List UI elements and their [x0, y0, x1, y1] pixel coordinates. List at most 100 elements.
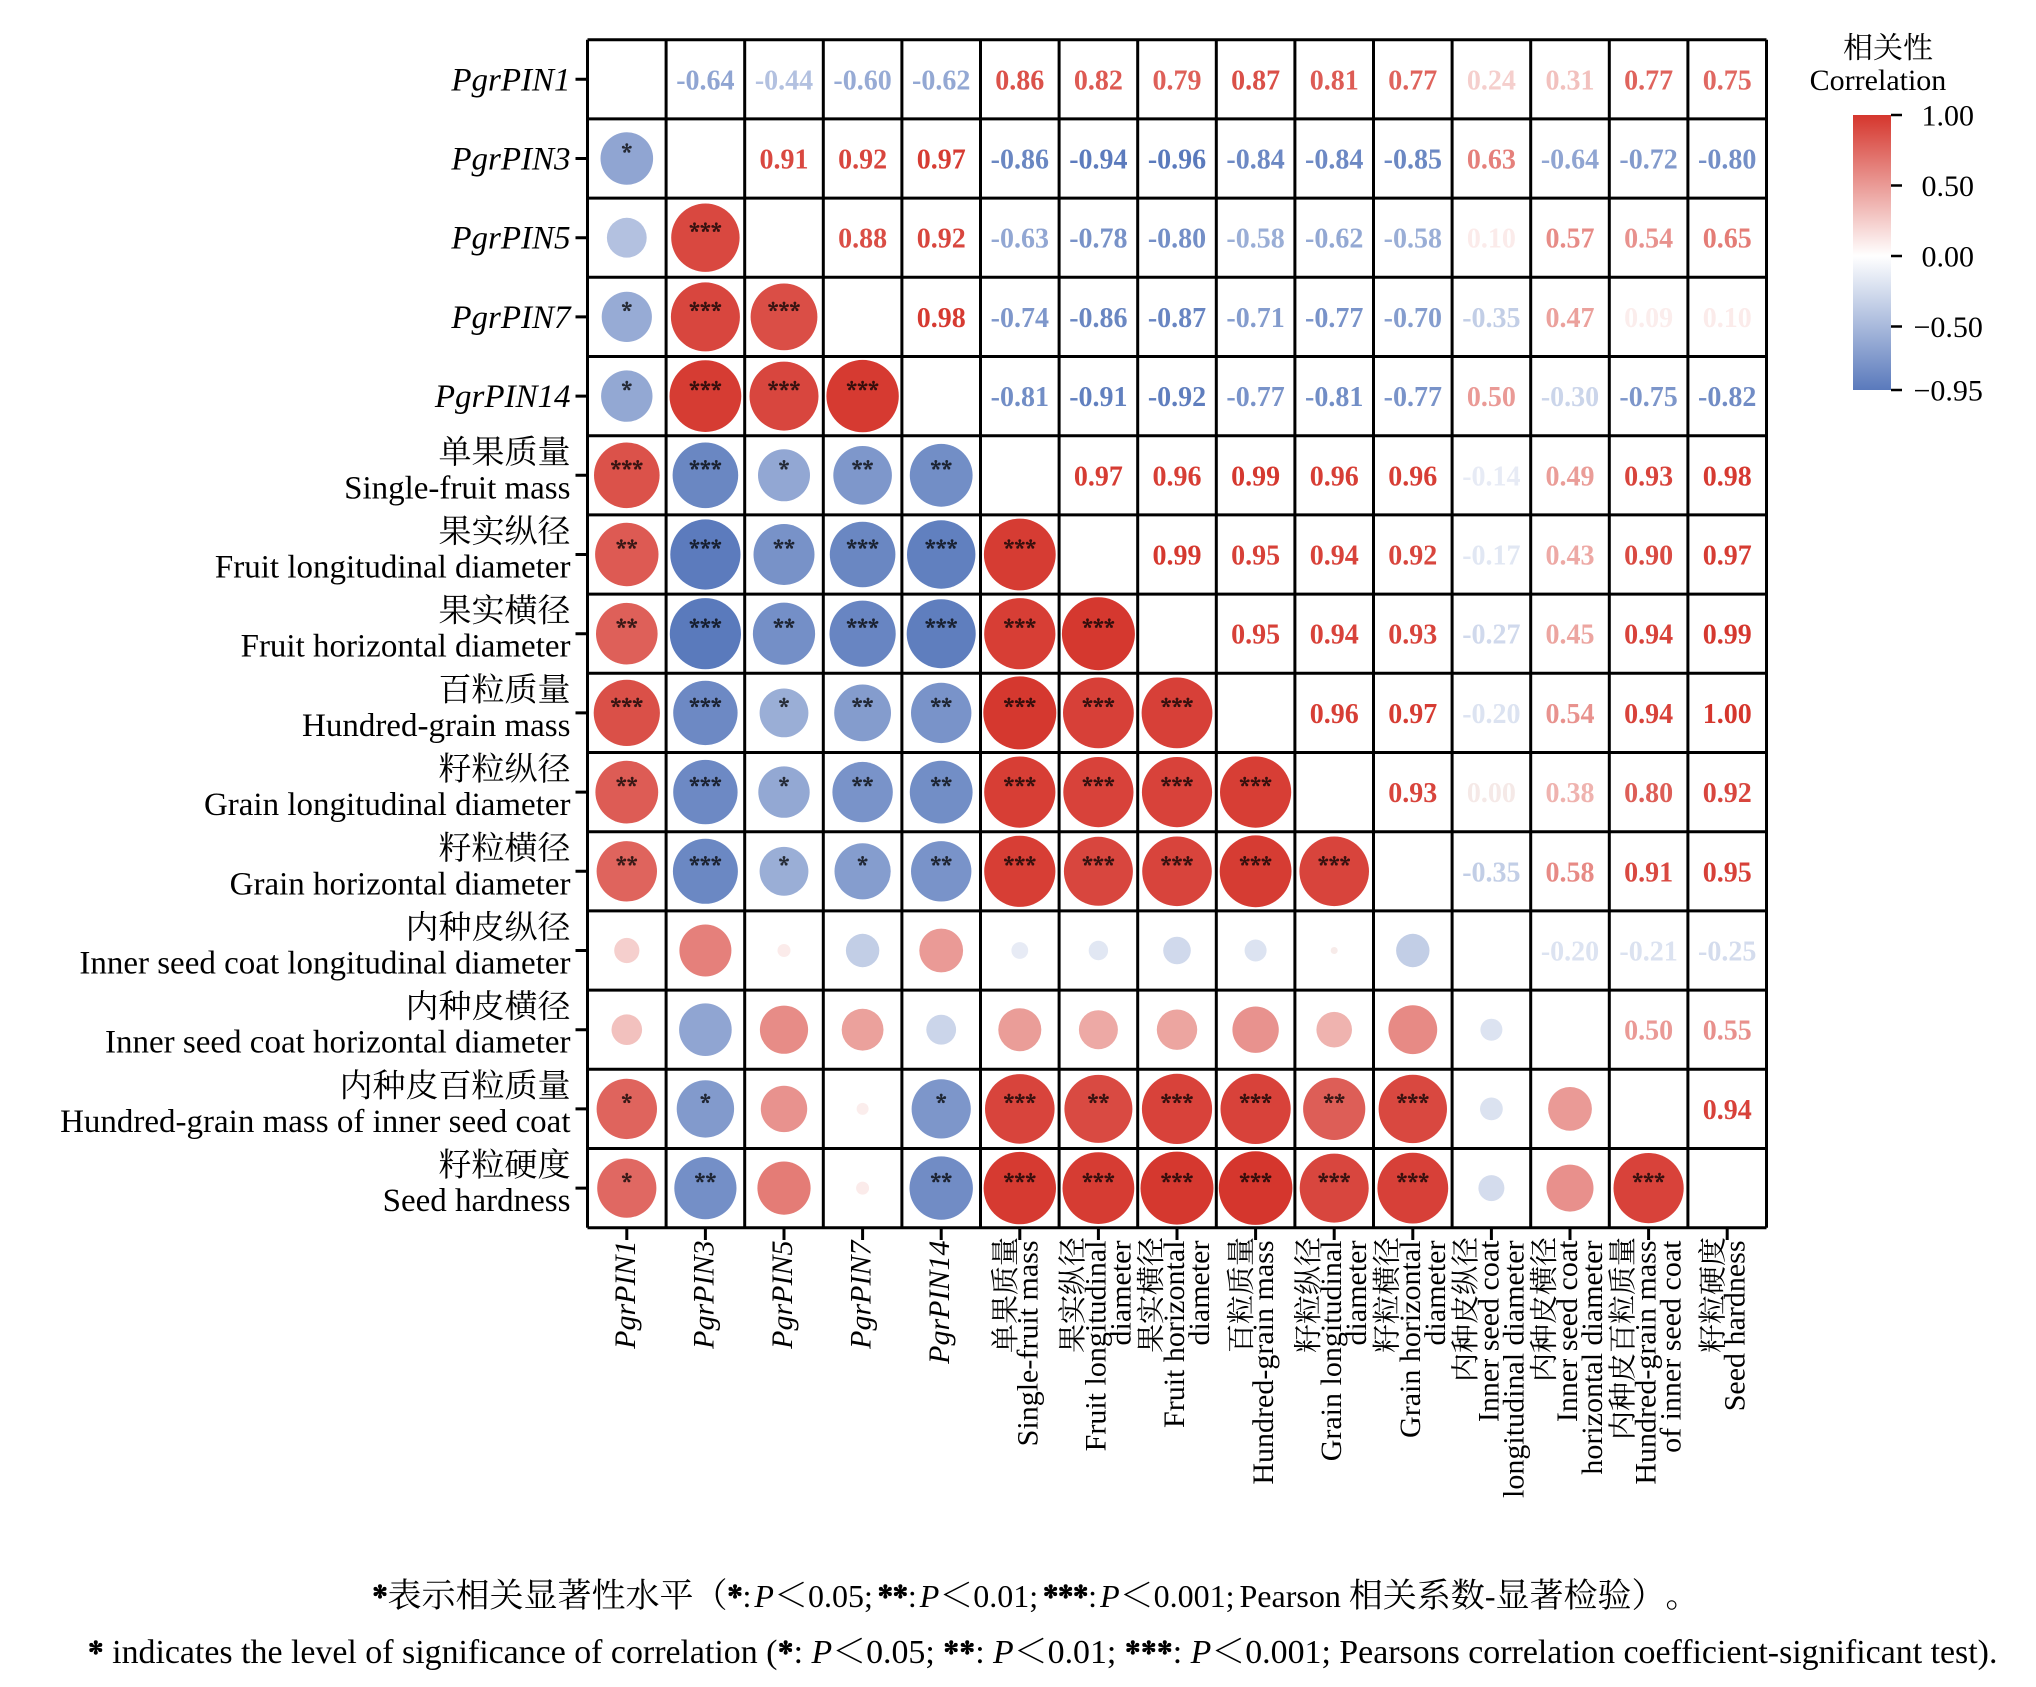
svg-text:0.01: 0.01	[973, 1578, 1029, 1614]
svg-text:-0.75: -0.75	[1619, 382, 1677, 413]
svg-text:0.94: 0.94	[1624, 620, 1673, 651]
svg-text:Grain longitudinal: Grain longitudinal	[1315, 1241, 1348, 1462]
svg-text:-0.81: -0.81	[991, 382, 1049, 413]
svg-text:0.49: 0.49	[1546, 461, 1595, 492]
svg-text:0.05: 0.05	[808, 1578, 864, 1614]
svg-text:Inner seed coat longitudinal d: Inner seed coat longitudinal diameter	[79, 946, 570, 982]
svg-text:diameter: diameter	[1183, 1241, 1216, 1346]
svg-text:0.58: 0.58	[1546, 857, 1595, 888]
svg-text:PgrPIN14: PgrPIN14	[434, 379, 571, 415]
svg-text:0.77: 0.77	[1624, 65, 1673, 96]
svg-text:0.00: 0.00	[1922, 241, 1975, 274]
svg-text:Hundred-grain mass: Hundred-grain mass	[1630, 1241, 1663, 1485]
svg-text:1.00: 1.00	[1703, 699, 1752, 730]
svg-text:-0.64: -0.64	[1541, 145, 1599, 176]
svg-text:0.65: 0.65	[1703, 224, 1752, 255]
svg-text:-0.27: -0.27	[1462, 620, 1520, 651]
svg-text:-0.17: -0.17	[1462, 541, 1520, 572]
svg-text:0.94: 0.94	[1703, 1095, 1752, 1126]
svg-text:Hundred-grain mass of inner se: Hundred-grain mass of inner seed coat	[60, 1104, 570, 1140]
svg-text:0.80: 0.80	[1624, 778, 1673, 809]
svg-text:-0.87: -0.87	[1148, 303, 1206, 334]
svg-text:-0.71: -0.71	[1226, 303, 1284, 334]
svg-text:0.92: 0.92	[1388, 541, 1437, 572]
svg-text:0.01;: 0.01;	[1048, 1634, 1117, 1671]
svg-text:-0.84: -0.84	[1305, 145, 1363, 176]
svg-text:0.38: 0.38	[1546, 778, 1595, 809]
svg-text::: :	[975, 1634, 984, 1671]
svg-text:0.97: 0.97	[1388, 699, 1437, 730]
svg-text:P: P	[919, 1578, 940, 1614]
svg-text:Fruit horizontal diameter: Fruit horizontal diameter	[241, 629, 571, 665]
svg-text:-0.78: -0.78	[1069, 224, 1127, 255]
svg-text:-0.20: -0.20	[1541, 937, 1599, 968]
svg-text:0.97: 0.97	[917, 145, 966, 176]
svg-text:0.81: 0.81	[1310, 65, 1359, 96]
svg-text:-0.86: -0.86	[1069, 303, 1127, 334]
svg-text:0.96: 0.96	[1153, 461, 1202, 492]
svg-text:indicates the level of signifi: indicates the level of significance of c…	[112, 1634, 777, 1671]
svg-text:PgrPIN3: PgrPIN3	[687, 1241, 720, 1350]
svg-text:Grain longitudinal diameter: Grain longitudinal diameter	[204, 787, 571, 823]
svg-text:0.09: 0.09	[1624, 303, 1673, 334]
svg-text:0.05;: 0.05;	[866, 1634, 935, 1671]
svg-text:0.93: 0.93	[1388, 778, 1437, 809]
svg-text:-0.30: -0.30	[1541, 382, 1599, 413]
svg-text:-0.44: -0.44	[755, 65, 813, 96]
svg-text:-0.82: -0.82	[1698, 382, 1756, 413]
svg-text:0.94: 0.94	[1624, 699, 1673, 730]
svg-text:-0.62: -0.62	[1305, 224, 1363, 255]
svg-text:0.93: 0.93	[1624, 461, 1673, 492]
svg-text:1.00: 1.00	[1922, 100, 1975, 133]
svg-text:0.86: 0.86	[995, 65, 1044, 96]
svg-text:0.96: 0.96	[1388, 461, 1437, 492]
svg-text:-0.20: -0.20	[1462, 699, 1520, 730]
svg-text:diameter: diameter	[1419, 1241, 1452, 1346]
svg-text:0.95: 0.95	[1231, 620, 1280, 651]
svg-text:0.82: 0.82	[1074, 65, 1123, 96]
svg-text:0.55: 0.55	[1703, 1016, 1752, 1047]
svg-text:−0.95: −0.95	[1914, 375, 1983, 408]
svg-text:-0.77: -0.77	[1226, 382, 1284, 413]
svg-text:0.10: 0.10	[1467, 224, 1516, 255]
svg-text:Seed hardness: Seed hardness	[1719, 1241, 1752, 1412]
svg-text::: :	[1173, 1634, 1182, 1671]
svg-text:-0.80: -0.80	[1148, 224, 1206, 255]
svg-text:-0.77: -0.77	[1384, 382, 1442, 413]
svg-text:diameter: diameter	[1340, 1241, 1373, 1346]
svg-text:0.50: 0.50	[1467, 382, 1516, 413]
svg-text:0.54: 0.54	[1546, 699, 1595, 730]
svg-text:Inner seed coat horizontal dia: Inner seed coat horizontal diameter	[105, 1025, 570, 1061]
svg-text:-0.70: -0.70	[1384, 303, 1442, 334]
svg-text:-0.85: -0.85	[1384, 145, 1442, 176]
svg-text:0.91: 0.91	[760, 145, 809, 176]
svg-text:P: P	[810, 1634, 832, 1671]
svg-text:-0.63: -0.63	[991, 224, 1049, 255]
svg-text:0.96: 0.96	[1310, 699, 1359, 730]
svg-text:0.45: 0.45	[1546, 620, 1595, 651]
svg-text:Inner seed coat: Inner seed coat	[1551, 1240, 1584, 1422]
svg-text:-0.80: -0.80	[1698, 145, 1756, 176]
svg-text:-0.58: -0.58	[1226, 224, 1284, 255]
svg-text:0.87: 0.87	[1231, 65, 1280, 96]
svg-text:longitudinal diameter: longitudinal diameter	[1497, 1240, 1530, 1497]
svg-text:horizontal diameter: horizontal diameter	[1576, 1241, 1609, 1475]
svg-text:PgrPIN7: PgrPIN7	[450, 300, 572, 336]
svg-text:-0.81: -0.81	[1305, 382, 1363, 413]
svg-text:Pearson: Pearson	[1240, 1578, 1341, 1614]
svg-text:0.57: 0.57	[1546, 224, 1595, 255]
svg-text:0.99: 0.99	[1231, 461, 1280, 492]
svg-text:of inner seed coat: of inner seed coat	[1655, 1240, 1688, 1453]
svg-text:0.94: 0.94	[1310, 620, 1359, 651]
svg-text:0.75: 0.75	[1703, 65, 1752, 96]
svg-text:0.91: 0.91	[1624, 857, 1673, 888]
svg-text::: :	[794, 1634, 803, 1671]
svg-text:-0.35: -0.35	[1462, 303, 1520, 334]
svg-text:Single-fruit mass: Single-fruit mass	[1011, 1241, 1044, 1447]
svg-text:0.95: 0.95	[1703, 857, 1752, 888]
svg-text:0.96: 0.96	[1310, 461, 1359, 492]
svg-text:P: P	[1190, 1634, 1212, 1671]
svg-text:-: -	[1485, 1578, 1496, 1614]
svg-text:-0.94: -0.94	[1069, 145, 1127, 176]
svg-text:PgrPIN1: PgrPIN1	[450, 62, 570, 98]
